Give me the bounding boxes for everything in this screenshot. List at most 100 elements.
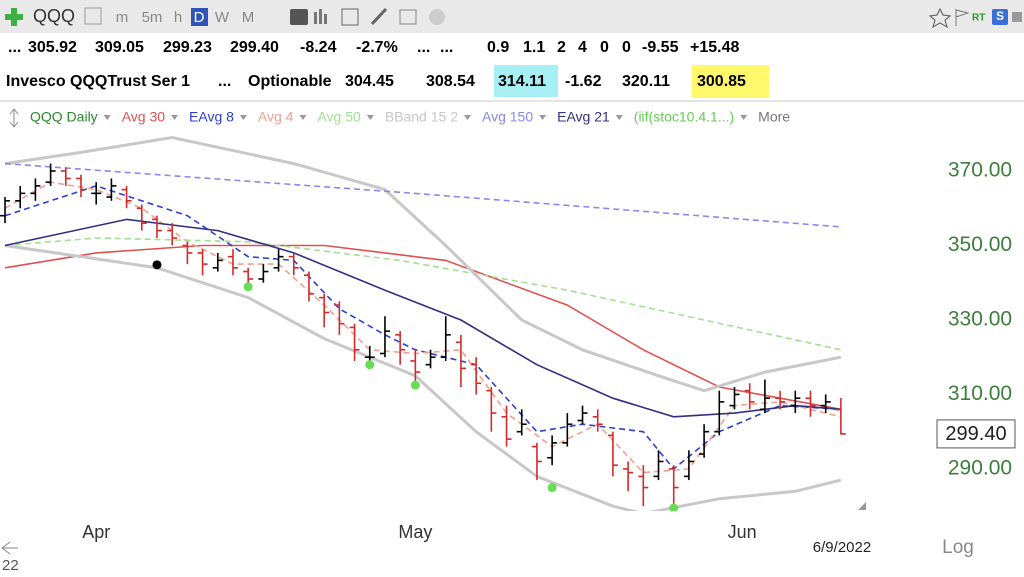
quote-value: 305.92	[28, 39, 77, 56]
legend-entry[interactable]: Avg 150	[482, 109, 533, 125]
quote-value: ...	[440, 39, 453, 56]
text-tool[interactable]	[290, 9, 308, 25]
dropdown-arrow[interactable]	[615, 115, 623, 120]
x-tick-label: Jun	[728, 522, 757, 542]
dropdown-arrow[interactable]	[171, 115, 179, 120]
interval[interactable]: m	[116, 9, 129, 26]
quote-value: ...	[218, 73, 231, 90]
signal-dot	[547, 483, 557, 493]
dropdown-arrow[interactable]	[463, 115, 471, 120]
legend-entry[interactable]: EAvg 8	[189, 109, 234, 125]
symbol[interactable]: QQQ	[33, 6, 75, 26]
quote-value: 2	[557, 39, 566, 56]
quote-value: 300.85	[697, 73, 746, 90]
add-button[interactable]	[5, 8, 23, 26]
signal-dot	[243, 282, 253, 292]
y-tick-label: 290.00	[948, 456, 1012, 479]
quote-value: 0	[622, 39, 631, 56]
quote-value: 0.9	[487, 39, 509, 56]
quote-value: ...	[417, 39, 430, 56]
scroll-icon[interactable]	[858, 502, 866, 510]
quote-value: -8.24	[300, 39, 337, 56]
table-icon[interactable]	[341, 8, 359, 26]
scale-mode[interactable]: Log	[942, 537, 974, 558]
interval[interactable]: W	[215, 9, 230, 26]
dropdown-arrow[interactable]	[539, 115, 547, 120]
dropdown-arrow[interactable]	[299, 115, 307, 120]
legend-entry[interactable]: Avg 4	[258, 109, 294, 125]
quote-value: 314.11	[498, 73, 546, 90]
interval-highlight	[191, 8, 208, 26]
quote-value: 299.23	[163, 39, 212, 56]
legend-entry[interactable]: Avg 50	[317, 109, 361, 125]
date-label: 6/9/2022	[813, 539, 871, 556]
quote-value: -1.62	[565, 73, 602, 90]
interval[interactable]: M	[242, 9, 255, 26]
y-tick-label: 370.00	[948, 159, 1012, 182]
interval[interactable]: 5m	[142, 9, 163, 26]
flag-icon[interactable]	[955, 9, 970, 26]
move-icon[interactable]	[9, 108, 19, 128]
quote-value: 4	[578, 39, 587, 56]
quote-value: 320.11	[622, 73, 670, 90]
x-tick-label: Apr	[82, 522, 110, 542]
interval[interactable]: h	[174, 9, 182, 26]
nav-icon[interactable]	[1, 541, 18, 555]
quote-value: 309.05	[95, 39, 144, 56]
menu-icon[interactable]	[1012, 12, 1022, 22]
bars-icon[interactable]	[324, 14, 327, 24]
last-price-box	[936, 419, 1016, 449]
star-icon[interactable]	[928, 7, 952, 29]
dropdown-arrow[interactable]	[366, 115, 374, 120]
indicator-line	[4, 244, 842, 511]
y-tick-label: 350.00	[948, 233, 1012, 256]
rt-label[interactable]: RT	[972, 13, 985, 24]
quote-value: 0	[600, 39, 609, 56]
toolbar	[0, 0, 1024, 33]
grid-icon[interactable]	[84, 7, 102, 25]
y-tick-label: 310.00	[948, 382, 1012, 405]
signal-dot	[410, 380, 420, 390]
pen-icon[interactable]	[370, 7, 388, 26]
indicator-line	[4, 185, 841, 471]
dropdown-arrow[interactable]	[103, 115, 111, 120]
legend-entry[interactable]: BBand 15 2	[385, 109, 458, 125]
last-price: 299.40	[945, 423, 1006, 445]
indicator-line	[4, 218, 841, 418]
quote-value: 1.1	[523, 39, 545, 56]
quote-value: +15.48	[690, 39, 739, 56]
quote-value: -2.7%	[356, 39, 398, 56]
signal-dot	[669, 503, 679, 511]
quote-value: -9.55	[642, 39, 679, 56]
quote-value: 304.45	[345, 73, 394, 90]
signal-dot	[152, 260, 162, 270]
dropdown-arrow[interactable]	[239, 115, 247, 120]
eraser-icon[interactable]	[429, 9, 445, 25]
interval[interactable]: D	[194, 9, 205, 26]
corner-label: 22	[2, 557, 19, 574]
s-label[interactable]: S	[996, 9, 1004, 23]
quote-value: Invesco QQQTrust Ser 1	[6, 73, 190, 90]
legend-entry[interactable]: (iif(stoc10.4.1...)	[634, 109, 734, 125]
quote-value: 308.54	[426, 73, 475, 90]
indicator-line	[4, 237, 842, 351]
signal-dot	[365, 360, 375, 370]
note-icon[interactable]	[399, 9, 417, 25]
dropdown-arrow[interactable]	[740, 115, 748, 120]
plot-area	[0, 135, 846, 511]
legend-entry[interactable]: Avg 30	[122, 109, 166, 125]
bars-icon[interactable]	[314, 12, 317, 24]
highlight	[692, 65, 769, 98]
legend-entry[interactable]: QQQ Daily	[30, 109, 98, 125]
s-button[interactable]	[992, 9, 1008, 25]
highlight	[494, 65, 558, 97]
legend-entry[interactable]: More	[758, 109, 790, 125]
legend-entry[interactable]: EAvg 21	[557, 109, 610, 125]
bars-icon[interactable]	[319, 9, 322, 24]
quote-value: 299.40	[230, 39, 279, 56]
indicator-line	[4, 162, 841, 228]
y-tick-label: 330.00	[948, 308, 1012, 331]
x-tick-label: May	[398, 522, 432, 542]
quote-value: ...	[8, 39, 21, 56]
